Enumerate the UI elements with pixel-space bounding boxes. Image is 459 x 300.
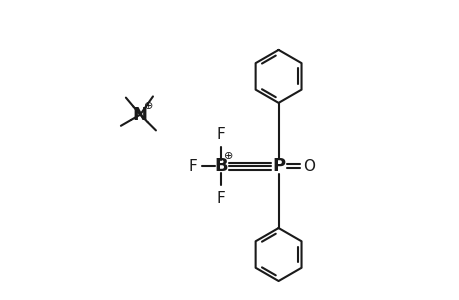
Text: ⊕: ⊕ <box>224 152 233 161</box>
Text: B: B <box>214 157 228 175</box>
Text: F: F <box>188 159 197 174</box>
Text: ⊕: ⊕ <box>144 101 153 111</box>
Text: O: O <box>303 159 315 174</box>
Text: N: N <box>132 106 147 124</box>
Text: F: F <box>216 190 225 206</box>
Text: P: P <box>271 157 285 175</box>
Text: F: F <box>216 127 225 142</box>
